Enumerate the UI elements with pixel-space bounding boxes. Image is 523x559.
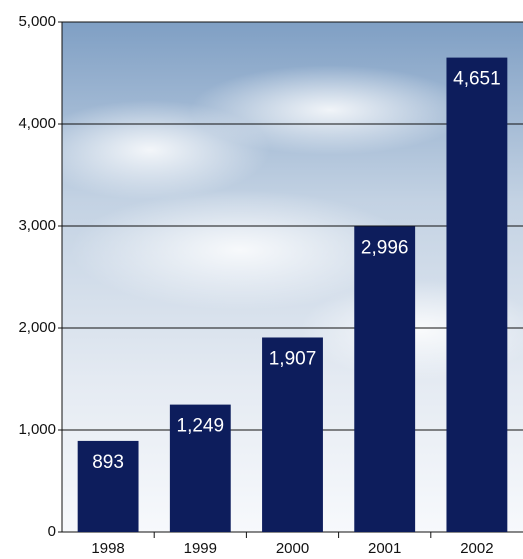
y-tick-label: 1,000 bbox=[18, 421, 56, 438]
x-tick-label: 2002 bbox=[460, 540, 493, 557]
bar bbox=[354, 226, 416, 532]
value-label: 4,651 bbox=[453, 69, 501, 90]
y-tick-label: 4,000 bbox=[18, 115, 56, 132]
y-tick-label: 5,000 bbox=[18, 13, 56, 30]
value-label: 2,996 bbox=[361, 237, 409, 258]
y-tick-label: 0 bbox=[48, 523, 56, 540]
value-label: 1,249 bbox=[177, 416, 225, 437]
x-tick-label: 2001 bbox=[368, 540, 401, 557]
x-tick-label: 1999 bbox=[184, 540, 217, 557]
y-tick-label: 2,000 bbox=[18, 319, 56, 336]
x-tick-label: 1998 bbox=[91, 540, 124, 557]
y-tick-label: 3,000 bbox=[18, 217, 56, 234]
bar bbox=[446, 57, 508, 533]
value-label: 893 bbox=[92, 452, 124, 473]
bar bbox=[169, 404, 231, 532]
bar bbox=[77, 440, 139, 532]
x-tick-label: 2000 bbox=[276, 540, 309, 557]
bar bbox=[262, 337, 323, 532]
value-label: 1,907 bbox=[269, 349, 317, 370]
